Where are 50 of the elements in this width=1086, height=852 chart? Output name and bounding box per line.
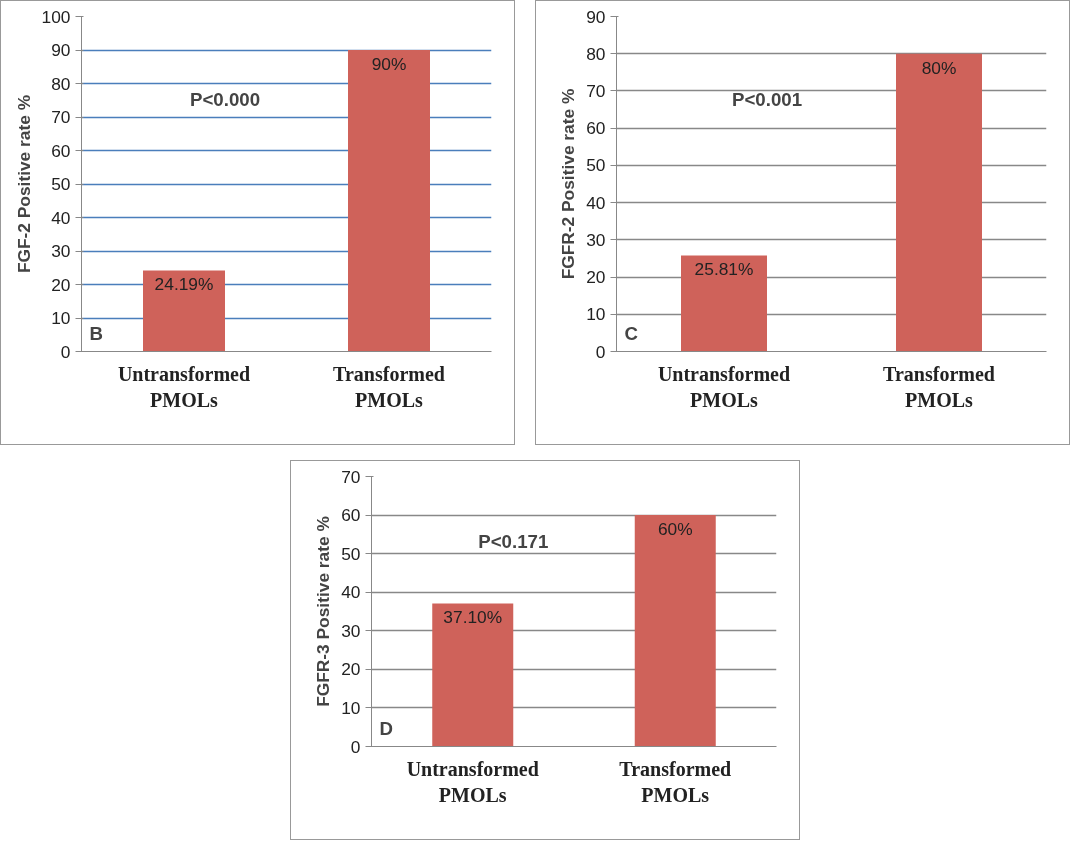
y-tick-label: 50 [341, 543, 361, 564]
y-tick-label: 20 [341, 659, 361, 680]
y-tick-label: 0 [595, 341, 606, 362]
y-tick-label: 60 [586, 118, 606, 139]
x-tick-label: Transformed PMOLs [883, 362, 995, 411]
y-tick-label: 40 [341, 582, 361, 603]
y-tick-label: 60 [51, 140, 71, 161]
y-axis-title: FGFR-2 Positive rate % [558, 88, 579, 280]
y-tick-label: 90 [51, 40, 71, 60]
annotation: C [624, 322, 638, 344]
y-tick-label: 80 [586, 43, 606, 64]
y-tick-label: 40 [586, 192, 606, 213]
annotation: D [379, 717, 393, 739]
y-tick-label: 70 [586, 80, 606, 101]
x-tick-label: Transformed PMOLs [619, 757, 732, 806]
y-tick-label: 10 [586, 304, 606, 325]
x-tick-label: Transformed PMOLs [333, 362, 445, 411]
y-tick-label: 100 [41, 6, 71, 27]
annotation: P<0.000 [189, 89, 261, 111]
data-label: 37.10% [443, 607, 503, 628]
x-tick-label: Untransformed PMOLs [406, 757, 539, 806]
y-tick-label: 10 [51, 308, 71, 328]
y-tick-label: 70 [341, 466, 361, 487]
y-tick-label: 40 [51, 207, 71, 228]
annotation: P<0.001 [731, 89, 803, 111]
y-tick-label: 30 [51, 241, 71, 261]
annotation: B [89, 322, 103, 344]
y-tick-label: 50 [586, 155, 606, 176]
y-tick-label: 0 [350, 736, 361, 757]
y-tick-label: 30 [341, 620, 361, 641]
y-axis-title: FGFR-3 Positive rate % [313, 516, 334, 707]
y-tick-label: 50 [51, 174, 71, 194]
y-tick-label: 30 [586, 229, 606, 250]
data-label: 80% [921, 57, 957, 78]
y-tick-label: 80 [51, 73, 71, 94]
data-label: 24.19% [154, 274, 214, 295]
data-label: 60% [657, 519, 693, 540]
y-tick-label: 0 [60, 341, 71, 362]
annotation: P<0.171 [478, 531, 549, 553]
y-tick-label: 60 [341, 505, 361, 526]
y-tick-label: 70 [51, 107, 71, 127]
y-tick-label: 10 [341, 697, 361, 718]
y-tick-label: 20 [586, 267, 606, 288]
x-tick-label: Untransformed PMOLs [657, 362, 791, 411]
data-label: 25.81% [694, 259, 754, 280]
y-tick-label: 90 [586, 6, 606, 27]
data-label: 90% [371, 54, 407, 74]
y-axis-title: FGF-2 Positive rate % [13, 94, 34, 274]
x-tick-label: Untransformed PMOLs [117, 362, 251, 411]
y-tick-label: 20 [51, 274, 71, 295]
